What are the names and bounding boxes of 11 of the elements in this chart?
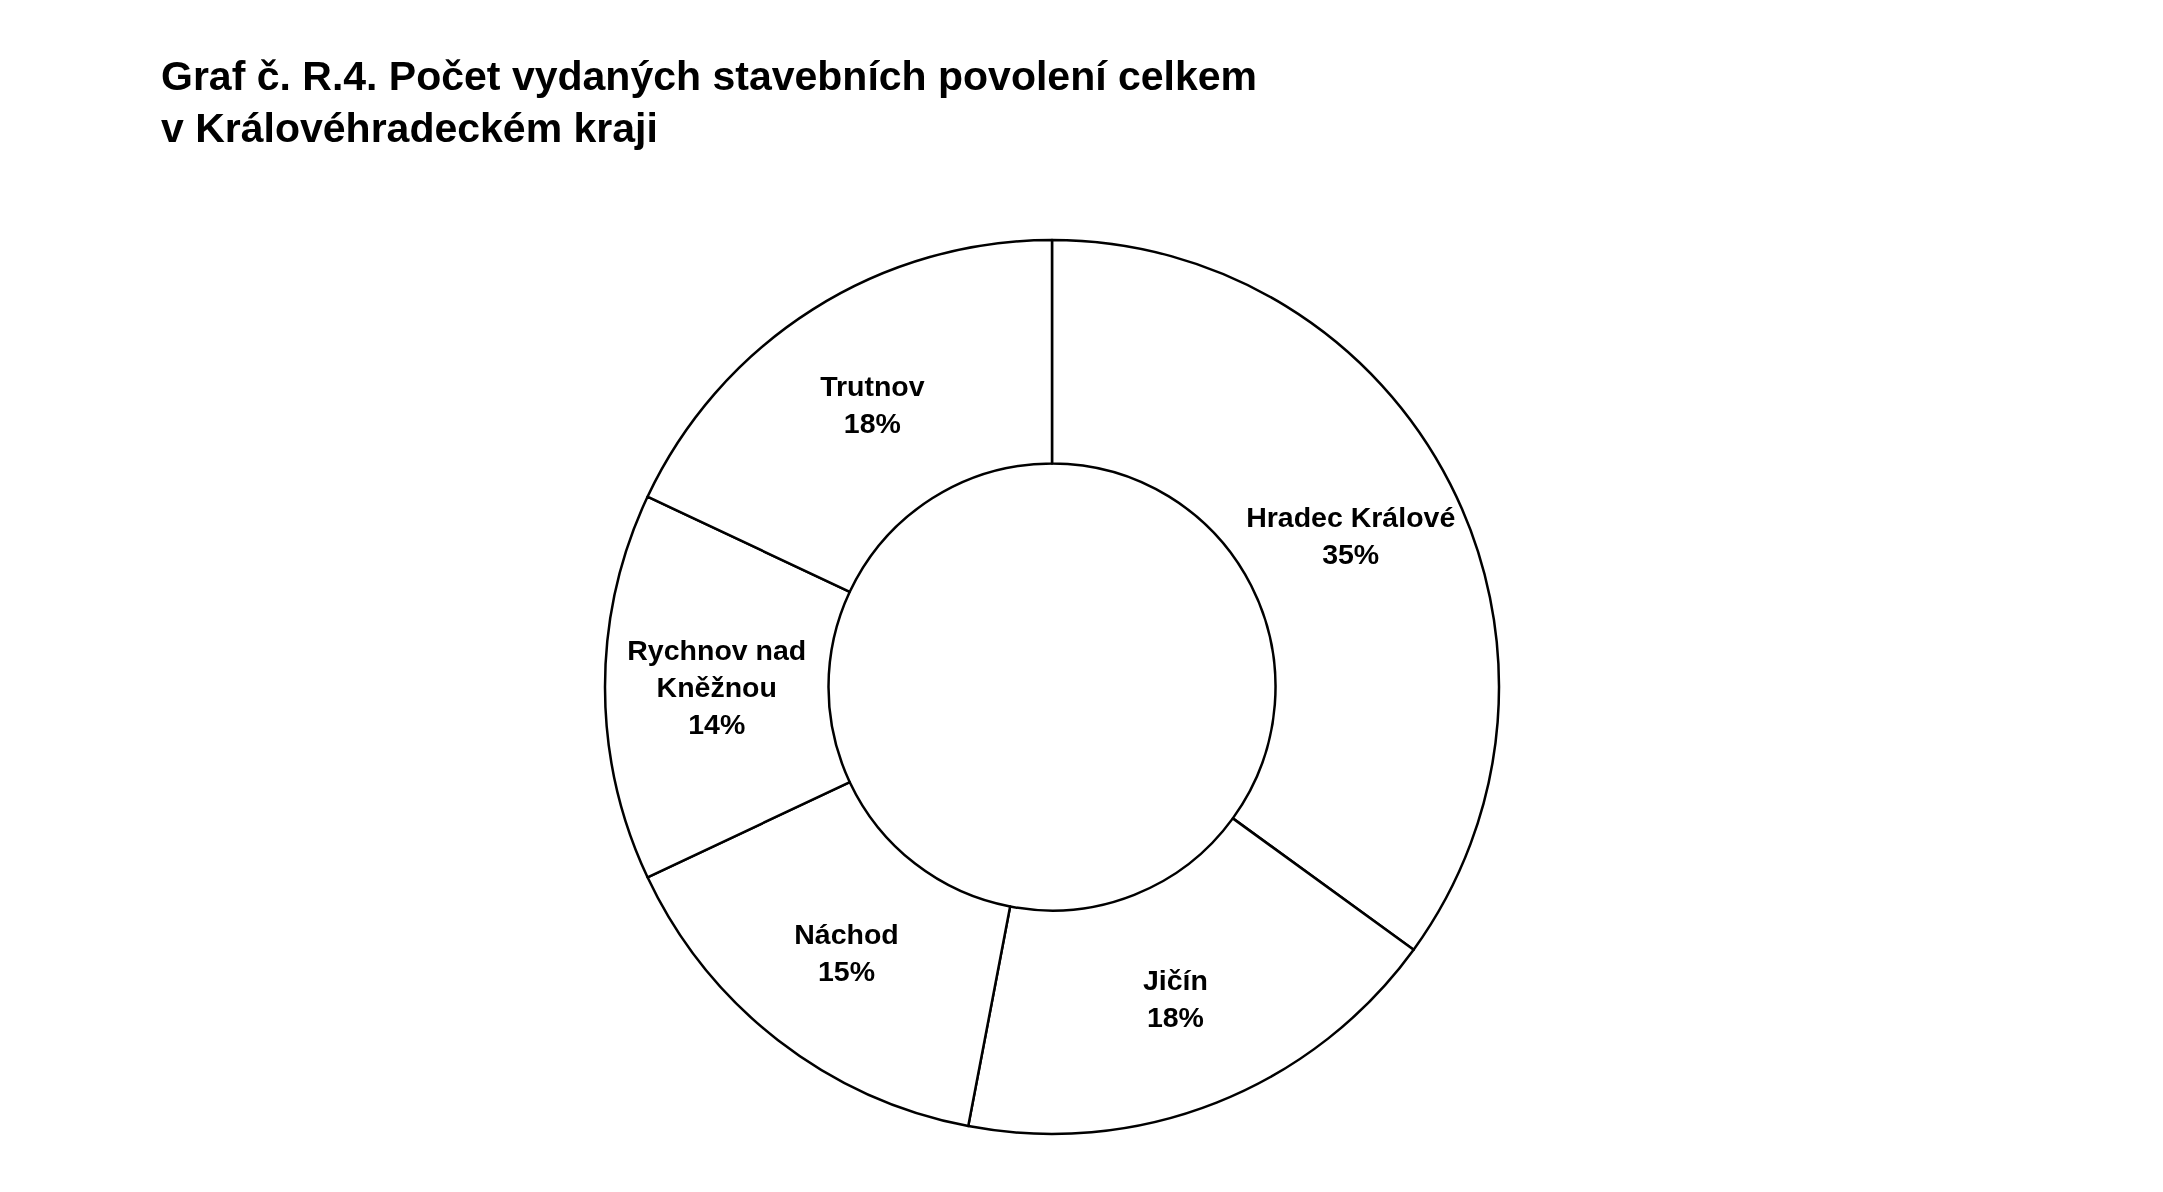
slice-label: Trutnov [820, 369, 925, 402]
data-label: 35% [1322, 537, 1380, 570]
data-label: 18% [1146, 1001, 1204, 1034]
data-label: 14% [688, 708, 746, 741]
slice-label: Hradec Králové [1246, 500, 1456, 533]
data-label: 18% [843, 406, 901, 439]
slice-label: Jičín [1142, 964, 1208, 997]
chart-title: Graf č. R.4. Počet vydaných stavebních povolení celkem v Královéhradeckém kraji [161, 53, 1258, 151]
data-label: 15% [818, 954, 876, 987]
slice-label: Rychnov nad Kněžnou [627, 634, 807, 704]
slice-label: Náchod [794, 917, 899, 950]
